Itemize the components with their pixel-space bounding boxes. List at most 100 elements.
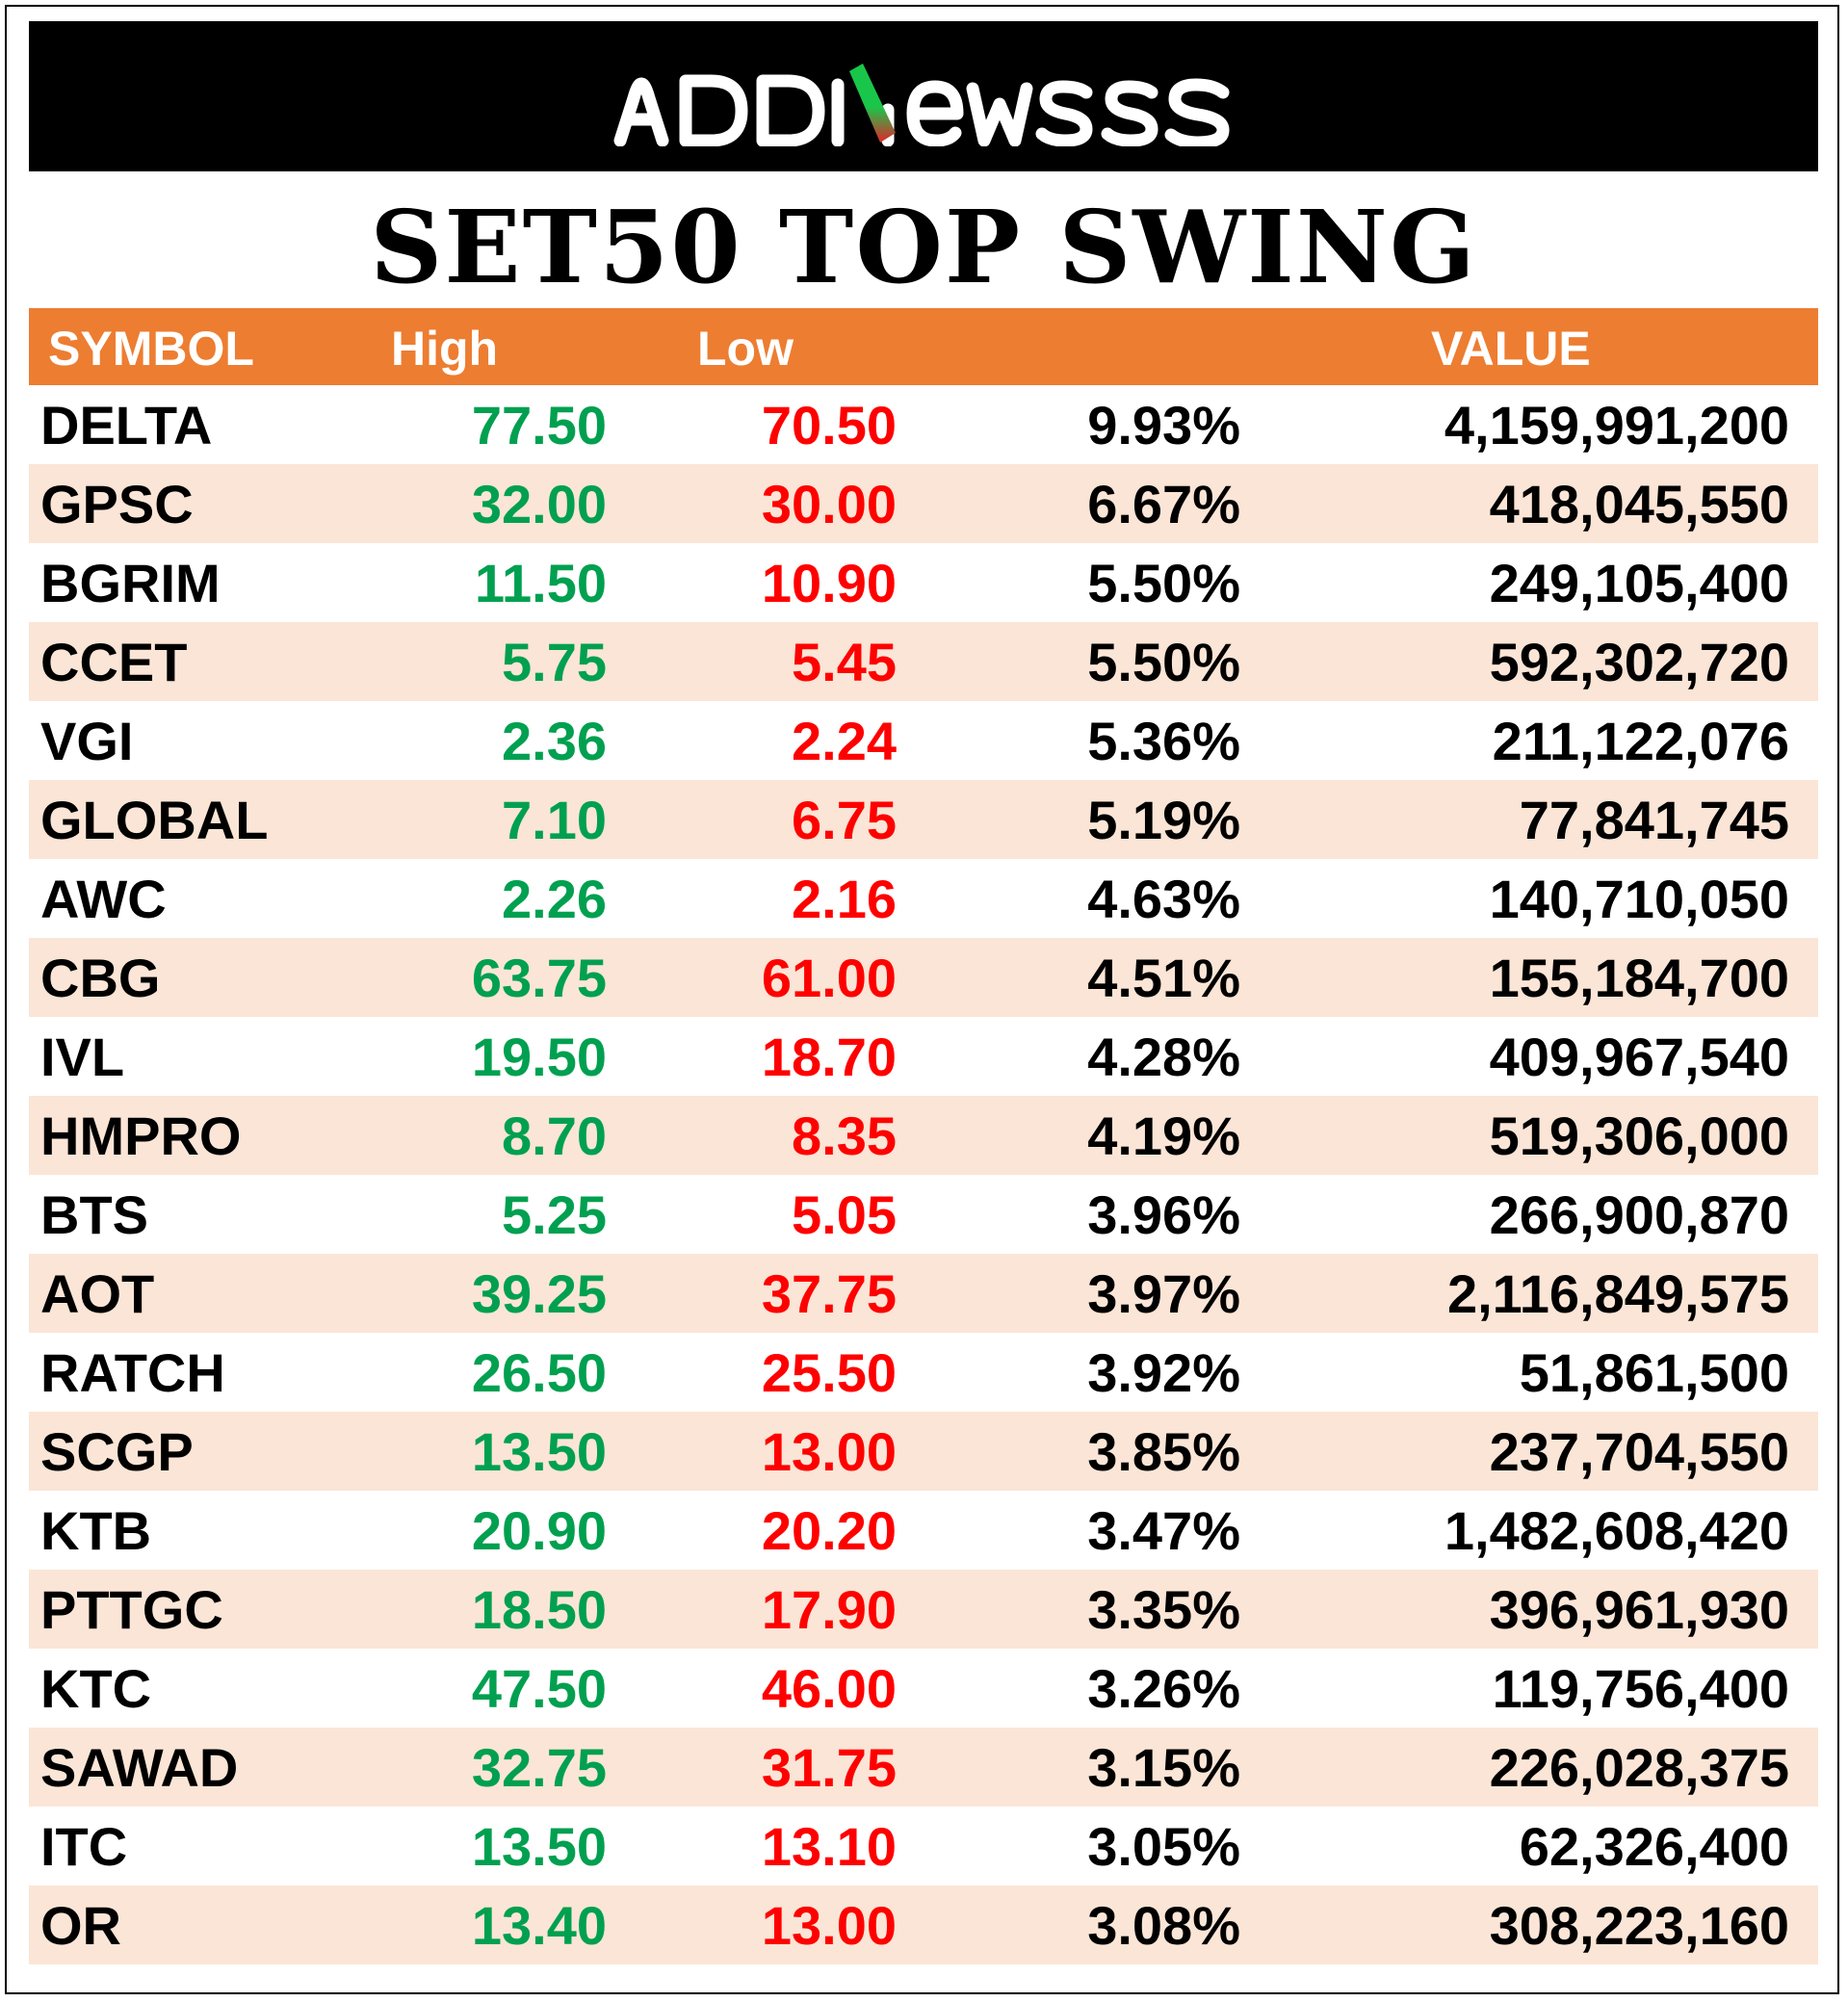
low-cell: 17.90	[761, 1579, 897, 1640]
header-high: High	[391, 322, 499, 376]
change-cell: 3.96%	[1087, 1184, 1240, 1245]
value-cell: 1,482,608,420	[1444, 1500, 1789, 1561]
change-cell: 3.97%	[1087, 1263, 1240, 1324]
change-cell: 3.26%	[1087, 1658, 1240, 1719]
change-cell: 4.19%	[1087, 1105, 1240, 1166]
low-cell: 10.90	[761, 553, 897, 613]
symbol-cell: AOT	[40, 1263, 155, 1324]
header-symbol: SYMBOL	[48, 322, 254, 376]
symbol-cell: AWC	[40, 869, 167, 929]
low-cell: 2.24	[792, 711, 897, 771]
high-cell: 32.00	[471, 474, 607, 534]
change-cell: 3.47%	[1087, 1500, 1240, 1561]
change-cell: 3.85%	[1087, 1421, 1240, 1482]
value-cell: 211,122,076	[1492, 711, 1789, 771]
high-cell: 18.50	[471, 1579, 607, 1640]
symbol-cell: RATCH	[40, 1342, 225, 1403]
high-cell: 2.26	[502, 869, 607, 929]
high-cell: 5.25	[502, 1184, 607, 1245]
header-banner	[29, 21, 1818, 171]
change-cell: 4.51%	[1087, 948, 1240, 1008]
high-cell: 2.36	[502, 711, 607, 771]
symbol-cell: ITC	[40, 1816, 128, 1877]
change-cell: 9.93%	[1087, 395, 1240, 455]
symbol-cell: PTTGC	[40, 1579, 223, 1640]
table-row: SCGP 13.50 13.00 3.85% 237,704,550	[29, 1412, 1818, 1491]
high-cell: 20.90	[471, 1500, 607, 1561]
high-cell: 13.50	[471, 1421, 607, 1482]
value-cell: 51,861,500	[1519, 1342, 1789, 1403]
low-cell: 18.70	[761, 1027, 897, 1087]
table-row: KTC 47.50 46.00 3.26% 119,756,400	[29, 1649, 1818, 1728]
symbol-cell: KTC	[40, 1658, 152, 1719]
table-row: GLOBAL 7.10 6.75 5.19% 77,841,745	[29, 780, 1818, 859]
high-cell: 8.70	[502, 1105, 607, 1166]
table-row: OR 13.40 13.00 3.08% 308,223,160	[29, 1885, 1818, 1964]
table-row: CCET 5.75 5.45 5.50% 592,302,720	[29, 622, 1818, 701]
table-body: DELTA 77.50 70.50 9.93% 4,159,991,200 GPSC 32.…	[29, 385, 1818, 1964]
low-cell: 5.45	[792, 632, 897, 692]
table-row: DELTA 77.50 70.50 9.93% 4,159,991,200	[29, 385, 1818, 464]
high-cell: 7.10	[502, 790, 607, 850]
table-row: IVL 19.50 18.70 4.28% 409,967,540	[29, 1017, 1818, 1096]
table-row: ITC 13.50 13.10 3.05% 62,326,400	[29, 1807, 1818, 1885]
low-cell: 61.00	[761, 948, 897, 1008]
table-row: AWC 2.26 2.16 4.63% 140,710,050	[29, 859, 1818, 938]
table-row: SAWAD 32.75 31.75 3.15% 226,028,375	[29, 1728, 1818, 1807]
value-cell: 308,223,160	[1489, 1895, 1789, 1956]
low-cell: 20.20	[761, 1500, 897, 1561]
symbol-cell: DELTA	[40, 395, 213, 455]
addnewss-logo	[613, 64, 1230, 146]
low-cell: 30.00	[761, 474, 897, 534]
change-cell: 5.50%	[1087, 553, 1240, 613]
low-cell: 37.75	[761, 1263, 897, 1324]
table-row: BGRIM 11.50 10.90 5.50% 249,105,400	[29, 543, 1818, 622]
value-cell: 2,116,849,575	[1446, 1263, 1789, 1324]
symbol-cell: GPSC	[40, 474, 194, 534]
value-cell: 155,184,700	[1489, 948, 1789, 1008]
value-cell: 77,841,745	[1519, 790, 1789, 850]
change-cell: 3.05%	[1087, 1816, 1240, 1877]
low-cell: 13.00	[761, 1895, 897, 1956]
value-cell: 119,756,400	[1492, 1658, 1789, 1719]
change-cell: 6.67%	[1087, 474, 1240, 534]
value-cell: 519,306,000	[1489, 1105, 1789, 1166]
change-cell: 5.50%	[1087, 632, 1240, 692]
change-cell: 4.28%	[1087, 1027, 1240, 1087]
change-cell: 3.08%	[1087, 1895, 1240, 1956]
low-cell: 8.35	[792, 1105, 897, 1166]
table-row: PTTGC 18.50 17.90 3.35% 396,961,930	[29, 1570, 1818, 1649]
value-cell: 226,028,375	[1489, 1737, 1789, 1798]
symbol-cell: OR	[40, 1895, 121, 1956]
low-cell: 5.05	[792, 1184, 897, 1245]
change-cell: 3.35%	[1087, 1579, 1240, 1640]
table-row: RATCH 26.50 25.50 3.92% 51,861,500	[29, 1333, 1818, 1412]
header-low: Low	[697, 322, 794, 376]
change-cell: 4.63%	[1087, 869, 1240, 929]
low-cell: 6.75	[792, 790, 897, 850]
change-cell: 3.15%	[1087, 1737, 1240, 1798]
high-cell: 11.50	[474, 553, 607, 613]
value-cell: 140,710,050	[1489, 869, 1789, 929]
high-cell: 63.75	[471, 948, 607, 1008]
low-cell: 25.50	[761, 1342, 897, 1403]
change-cell: 5.36%	[1087, 711, 1240, 771]
table-row: CBG 63.75 61.00 4.51% 155,184,700	[29, 938, 1818, 1017]
high-cell: 5.75	[502, 632, 607, 692]
table-row: VGI 2.36 2.24 5.36% 211,122,076	[29, 701, 1818, 780]
symbol-cell: CCET	[40, 632, 188, 692]
high-cell: 19.50	[471, 1027, 607, 1087]
table-row: GPSC 32.00 30.00 6.67% 418,045,550	[29, 464, 1818, 543]
high-cell: 13.40	[471, 1895, 607, 1956]
value-cell: 62,326,400	[1519, 1816, 1789, 1877]
low-cell: 2.16	[792, 869, 897, 929]
high-cell: 47.50	[471, 1658, 607, 1719]
high-cell: 39.25	[471, 1263, 607, 1324]
symbol-cell: SAWAD	[40, 1737, 239, 1798]
page-title: SET50 TOP SWING	[370, 188, 1477, 306]
value-cell: 418,045,550	[1489, 474, 1789, 534]
symbol-cell: GLOBAL	[40, 790, 269, 850]
low-cell: 13.10	[761, 1816, 897, 1877]
table-row: AOT 39.25 37.75 3.97% 2,116,849,575	[29, 1254, 1818, 1333]
